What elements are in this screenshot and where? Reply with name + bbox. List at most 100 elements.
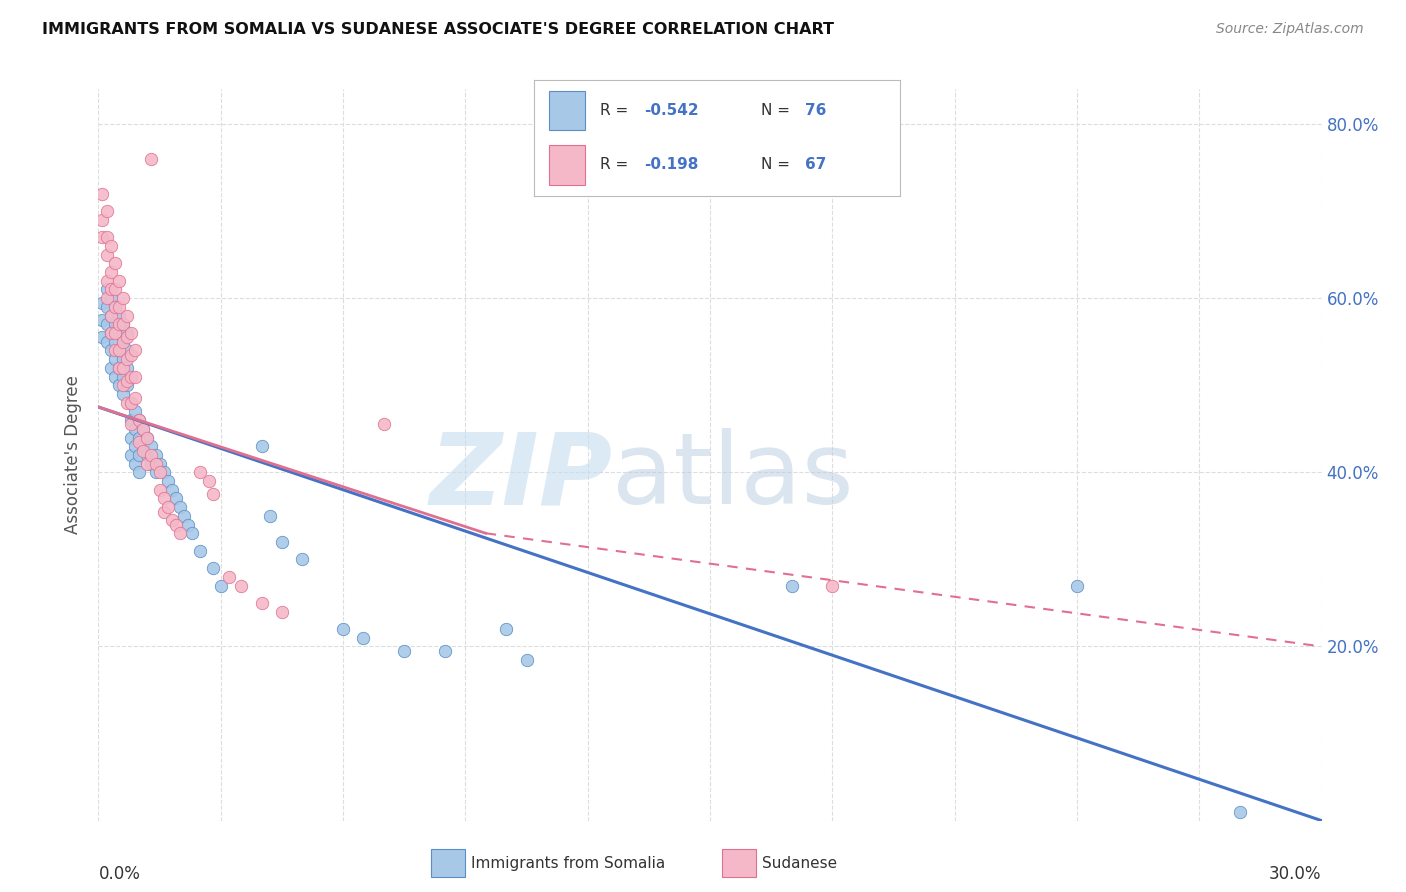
Point xyxy=(132,422,155,436)
Bar xyxy=(430,849,465,877)
Point xyxy=(128,434,150,449)
Point xyxy=(149,466,172,480)
Point xyxy=(108,274,131,288)
Point xyxy=(169,500,191,515)
Point xyxy=(156,500,179,515)
Point xyxy=(218,570,240,584)
Point xyxy=(270,605,294,619)
Point xyxy=(91,295,114,310)
Point xyxy=(124,343,146,358)
Point xyxy=(352,631,374,645)
Point xyxy=(132,443,155,458)
Point xyxy=(201,561,224,575)
Point xyxy=(96,334,118,349)
Point xyxy=(136,430,159,444)
Point xyxy=(108,343,131,358)
Point xyxy=(91,313,114,327)
Point xyxy=(173,508,195,523)
Point xyxy=(120,395,142,409)
Point xyxy=(108,343,131,358)
Text: Immigrants from Somalia: Immigrants from Somalia xyxy=(471,855,665,871)
Point xyxy=(188,466,212,480)
Text: Source: ZipAtlas.com: Source: ZipAtlas.com xyxy=(1216,22,1364,37)
Point xyxy=(1229,805,1251,819)
Point xyxy=(169,526,191,541)
Point xyxy=(124,422,146,436)
Point xyxy=(108,360,131,375)
Point xyxy=(96,247,118,261)
Point xyxy=(128,466,150,480)
Point xyxy=(91,330,114,344)
Point xyxy=(108,360,131,375)
Point xyxy=(104,300,127,314)
Point xyxy=(197,474,219,488)
Point xyxy=(100,239,122,253)
Point xyxy=(100,343,122,358)
Point xyxy=(111,360,134,375)
Text: -0.198: -0.198 xyxy=(644,157,699,172)
Point xyxy=(136,448,159,462)
Point xyxy=(111,378,134,392)
Point xyxy=(165,491,187,506)
Point xyxy=(96,204,118,219)
Point xyxy=(115,343,138,358)
Point xyxy=(100,326,122,340)
Point xyxy=(145,448,167,462)
Point xyxy=(181,526,204,541)
Point xyxy=(1066,578,1088,592)
Bar xyxy=(721,849,755,877)
Point xyxy=(115,374,138,388)
Bar xyxy=(548,91,585,130)
Text: -0.542: -0.542 xyxy=(644,103,699,118)
Point xyxy=(104,318,127,332)
Point xyxy=(108,326,131,340)
Point xyxy=(124,369,146,384)
Point xyxy=(100,309,122,323)
Y-axis label: Associate's Degree: Associate's Degree xyxy=(65,376,83,534)
Point xyxy=(209,578,232,592)
Point xyxy=(128,413,150,427)
Point xyxy=(516,652,538,666)
Point xyxy=(821,578,844,592)
Point xyxy=(160,483,183,497)
Point xyxy=(124,457,146,471)
Point xyxy=(270,535,294,549)
Text: 0.0%: 0.0% xyxy=(98,864,141,882)
Point xyxy=(91,230,114,244)
Point xyxy=(96,300,118,314)
Text: N =: N = xyxy=(761,103,794,118)
Point xyxy=(149,483,172,497)
Point xyxy=(149,457,172,471)
Point xyxy=(104,334,127,349)
Text: 67: 67 xyxy=(804,157,827,172)
Point xyxy=(145,466,167,480)
Point xyxy=(332,622,354,636)
Point xyxy=(120,430,142,444)
Point xyxy=(120,369,142,384)
Point xyxy=(104,326,127,340)
Point xyxy=(231,578,253,592)
Point xyxy=(250,596,273,610)
Point xyxy=(115,352,138,367)
Point xyxy=(141,448,163,462)
Point xyxy=(120,417,142,432)
Point xyxy=(373,417,395,432)
Point xyxy=(434,644,457,658)
Text: IMMIGRANTS FROM SOMALIA VS SUDANESE ASSOCIATE'S DEGREE CORRELATION CHART: IMMIGRANTS FROM SOMALIA VS SUDANESE ASSO… xyxy=(42,22,834,37)
Point xyxy=(111,352,134,367)
Point xyxy=(120,395,142,409)
Point xyxy=(96,318,118,332)
Point xyxy=(100,309,122,323)
Text: R =: R = xyxy=(600,103,633,118)
Point xyxy=(115,309,138,323)
Point xyxy=(141,152,163,166)
Point xyxy=(108,318,131,332)
Point xyxy=(120,348,142,362)
Point xyxy=(104,256,127,270)
Point xyxy=(160,513,183,527)
Point xyxy=(96,274,118,288)
Point xyxy=(259,508,281,523)
Point xyxy=(115,326,138,340)
Point xyxy=(96,283,118,297)
Point xyxy=(128,413,150,427)
